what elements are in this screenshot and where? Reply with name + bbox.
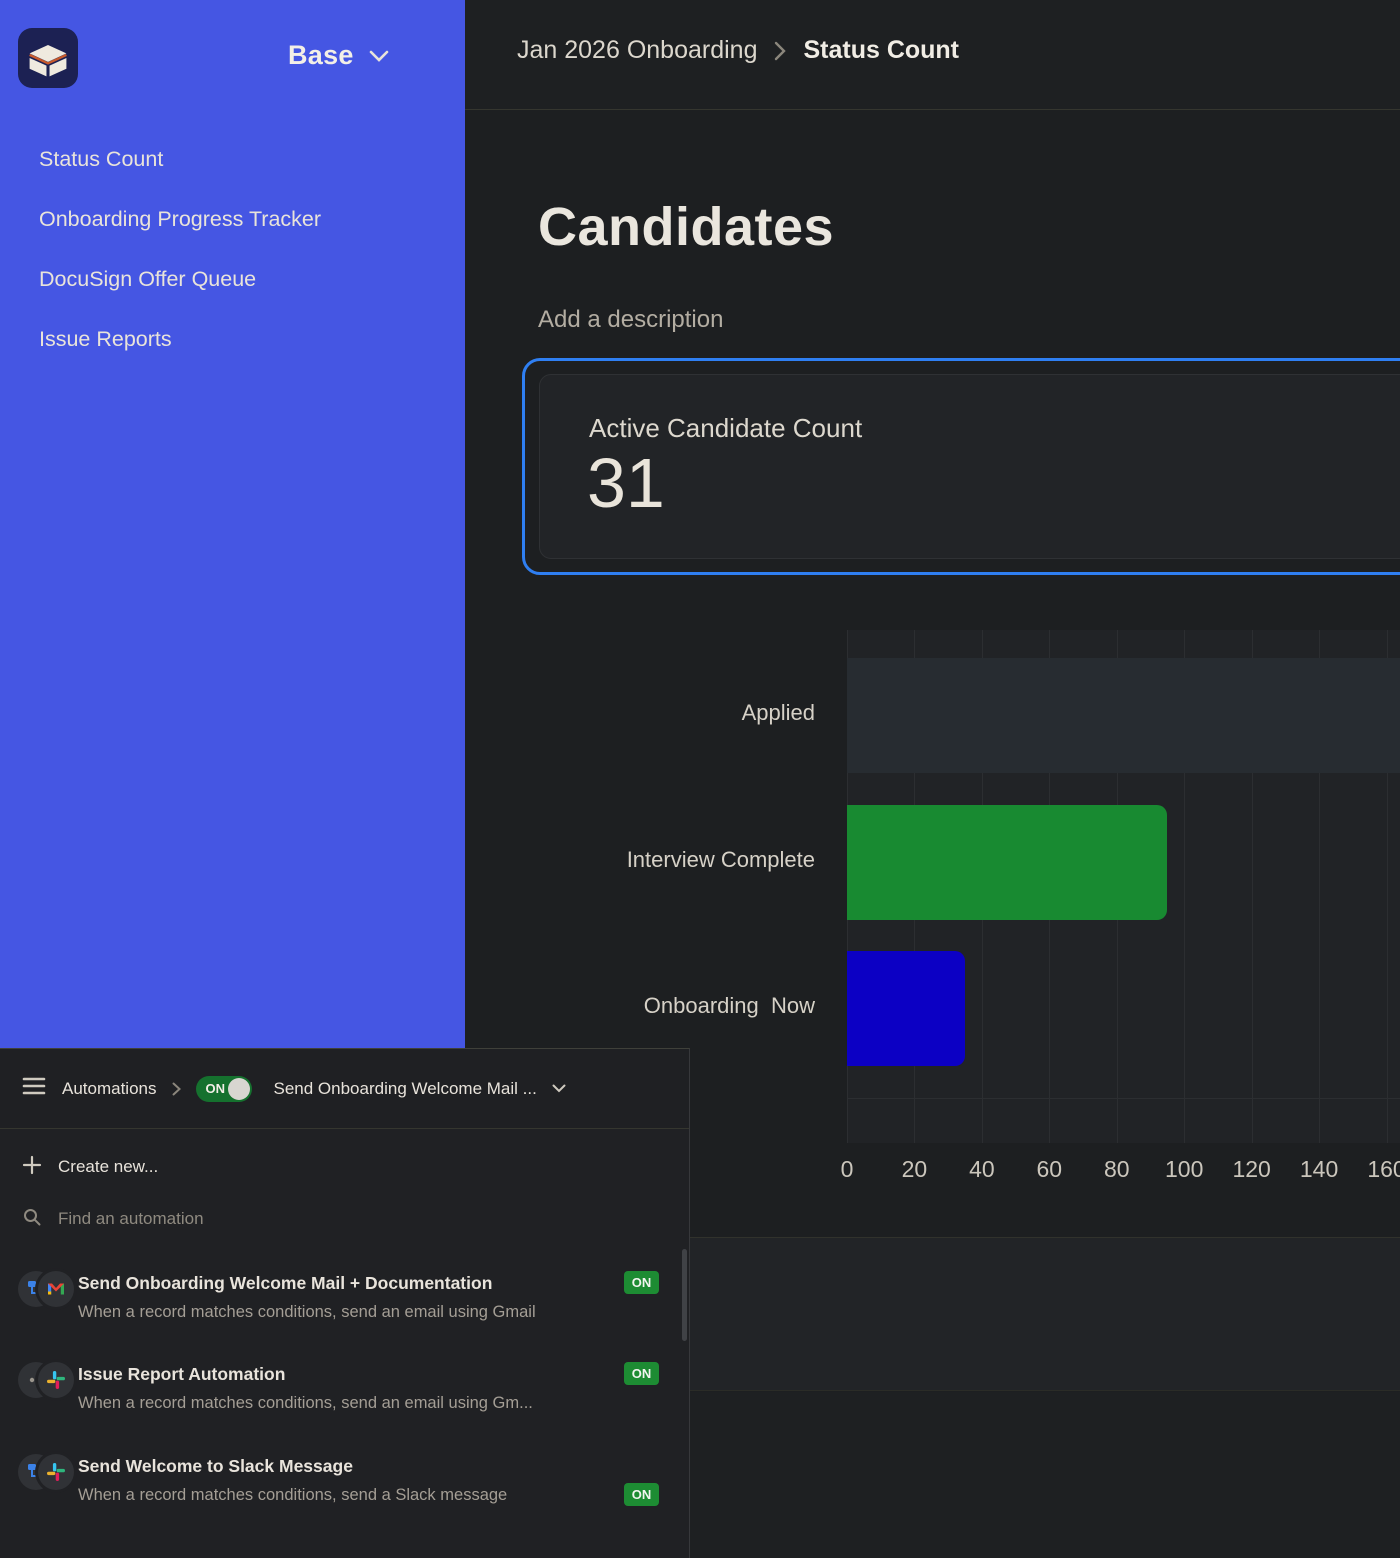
- x-tick-label: 100: [1165, 1156, 1204, 1182]
- category-label: Interview Complete: [626, 847, 815, 872]
- selected-automation-title[interactable]: Send Onboarding Welcome Mail ...: [273, 1078, 537, 1098]
- automation-on-toggle[interactable]: ON: [195, 1075, 252, 1102]
- automation-description: When a record matches conditions, send a…: [78, 1303, 536, 1321]
- count-card-label: Active Candidate Count: [589, 413, 863, 443]
- breadcrumb: Jan 2026 Onboarding Status Count: [517, 36, 959, 65]
- breadcrumb-table[interactable]: Jan 2026 Onboarding: [517, 36, 758, 64]
- sidebar-item-issue-reports[interactable]: Issue Reports: [39, 327, 172, 351]
- add-description-button[interactable]: Add a description: [538, 306, 724, 333]
- x-tick-label: 0: [840, 1156, 854, 1182]
- toggle-state-label: ON: [205, 1080, 226, 1096]
- category-label: Applied: [741, 700, 815, 725]
- airtable-logo-icon[interactable]: [18, 28, 78, 88]
- base-name: Base: [288, 40, 354, 70]
- chevron-down-icon: [368, 49, 390, 63]
- bar-onboarding-now[interactable]: [847, 951, 965, 1066]
- x-tick-label: 80: [1103, 1156, 1130, 1182]
- automations-breadcrumb[interactable]: Automations: [62, 1078, 157, 1098]
- automation-title: Send Welcome to Slack Message: [78, 1456, 353, 1476]
- gmail-icon: [38, 1271, 74, 1307]
- sidebar-item-status-count[interactable]: Status Count: [39, 147, 164, 171]
- sidebar: Base Status Count Onboarding Progress Tr…: [0, 0, 465, 1048]
- automation-item-icons: [18, 1271, 74, 1307]
- search-icon: [22, 1207, 42, 1232]
- chevron-right-icon: [773, 40, 787, 62]
- menu-hamburger-icon[interactable]: [22, 1076, 46, 1101]
- scrollbar-thumb[interactable]: [682, 1249, 687, 1341]
- category-label: Onboarding Now: [643, 993, 815, 1018]
- status-badge: ON: [624, 1271, 659, 1294]
- chart-gridline: [1251, 630, 1253, 1143]
- bar-applied[interactable]: [847, 658, 1400, 773]
- dashboard-background: [690, 1392, 1400, 1558]
- sidebar-item-onboarding-progress-tracker[interactable]: Onboarding Progress Tracker: [39, 207, 322, 231]
- create-new-automation-button[interactable]: Create new...: [0, 1141, 689, 1193]
- chart-gridline: [1386, 630, 1388, 1143]
- toggle-knob: [227, 1077, 250, 1100]
- status-bar-chart[interactable]: 0 20 40 60 80 100 120 140 160 Applied Interview C…: [530, 590, 1400, 1240]
- chart-gridline: [847, 1098, 1400, 1099]
- automation-item-issue-report[interactable]: Issue Report Automation When a record ma…: [0, 1350, 689, 1438]
- main-header: Jan 2026 Onboarding Status Count: [465, 0, 1400, 110]
- x-tick-label: 140: [1299, 1156, 1339, 1182]
- page-title: Candidates: [538, 197, 835, 257]
- automation-item-icons: [18, 1454, 74, 1490]
- automation-item-welcome-mail[interactable]: Send Onboarding Welcome Mail + Documenta…: [0, 1259, 689, 1347]
- status-badge: ON: [624, 1483, 659, 1506]
- chart-x-axis: 0 20 40 60 80 100 120 140 160: [841, 1156, 1400, 1192]
- chart-gridline: [1319, 630, 1321, 1143]
- chevron-right-icon: [171, 1081, 182, 1097]
- chevron-down-icon[interactable]: [551, 1083, 567, 1094]
- x-tick-label: 160: [1367, 1156, 1400, 1182]
- x-tick-label: 40: [969, 1156, 995, 1182]
- automation-description: When a record matches conditions, send a…: [78, 1394, 533, 1412]
- slack-icon: [38, 1362, 74, 1398]
- count-card-value: 31: [587, 444, 665, 522]
- plus-icon: [22, 1155, 42, 1180]
- status-badge: ON: [624, 1362, 659, 1385]
- base-switcher[interactable]: Base: [288, 40, 390, 71]
- chart-gridline: [1184, 630, 1186, 1143]
- automation-title: Issue Report Automation: [78, 1364, 286, 1384]
- automation-item-slack-welcome[interactable]: Send Welcome to Slack Message When a rec…: [0, 1442, 689, 1530]
- chart-plot-area: [847, 630, 1400, 1143]
- slack-icon: [38, 1454, 74, 1490]
- automation-description: When a record matches conditions, send a…: [78, 1486, 508, 1504]
- search-input[interactable]: [58, 1209, 458, 1229]
- x-tick-label: 20: [901, 1156, 928, 1182]
- automation-title: Send Onboarding Welcome Mail + Documenta…: [78, 1273, 493, 1293]
- automations-panel: Automations ON Send Onboarding Welcome M…: [0, 1048, 690, 1558]
- x-tick-label: 120: [1232, 1156, 1271, 1182]
- create-new-label: Create new...: [58, 1157, 159, 1176]
- count-card-inner: Active Candidate Count 31: [539, 374, 1400, 559]
- dashboard-next-section: [690, 1237, 1400, 1391]
- automation-item-icons: [18, 1362, 74, 1398]
- breadcrumb-view[interactable]: Status Count: [803, 36, 960, 64]
- automations-header-bar: Automations ON Send Onboarding Welcome M…: [0, 1049, 689, 1129]
- bar-interview-complete[interactable]: [847, 805, 1167, 920]
- active-candidate-count-card[interactable]: Active Candidate Count 31: [522, 358, 1400, 575]
- automation-search[interactable]: [0, 1193, 689, 1245]
- sidebar-item-docusign-offer-queue[interactable]: DocuSign Offer Queue: [39, 267, 257, 291]
- x-tick-label: 60: [1036, 1156, 1063, 1182]
